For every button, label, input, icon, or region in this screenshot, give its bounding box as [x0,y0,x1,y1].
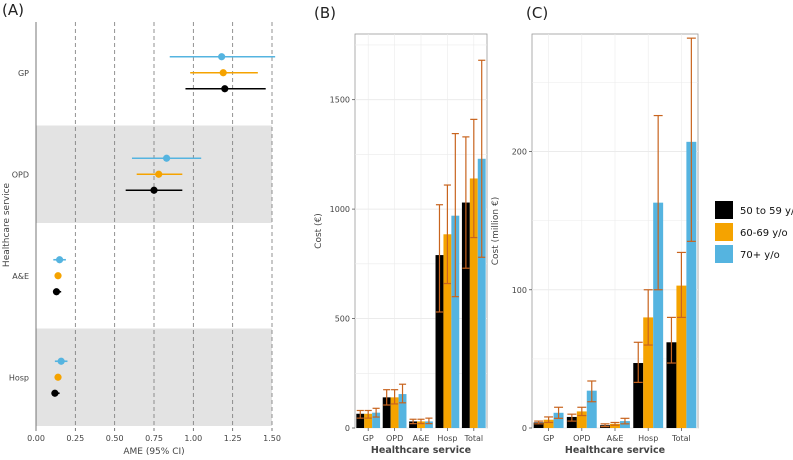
x-tick-label: 0.25 [66,434,84,443]
x-tick-label: OPD [573,434,590,443]
x-tick-label: Total [463,434,483,443]
estimate-point [54,272,62,280]
bar [390,397,399,428]
y-tick-label: 1000 [330,205,350,214]
x-tick-label: 1.50 [263,434,281,443]
bar [676,285,687,428]
legend-swatch [715,201,733,219]
estimate-point [218,53,226,61]
y-tick-label: 500 [335,315,350,324]
bar [417,421,425,428]
estimate-point [54,373,62,381]
estimate-point [155,170,163,178]
y-tick-label-opd: OPD [12,170,29,179]
x-tick-label: 1.00 [184,434,202,443]
bar [576,411,587,428]
x-tick-label: GP [543,434,554,443]
x-axis-title: Healthcare service [371,445,471,456]
legend-swatch [715,245,733,263]
panel-c: 0 100 200 GP OPD A&E Hosp Total Healthcare servi… [491,33,699,456]
x-tick-label: Hosp [437,434,457,443]
bar [477,158,486,428]
legend-label: 60-69 y/o [740,228,788,239]
x-tick-label: GP [363,434,374,443]
y-tick-label: 0 [345,424,350,433]
x-tick-label: 0.75 [145,434,163,443]
y-axis-title: Cost (million €) [491,197,501,265]
bar [566,416,577,428]
x-tick-label: A&E [413,434,430,443]
legend: 50 to 59 y/o 60-69 y/o 70+ y/o [715,201,793,263]
estimate-point [219,69,227,77]
y-tick-label: 0 [522,424,527,433]
bar [686,141,697,428]
estimate-point [221,85,229,93]
y-tick-label-hosp: Hosp [9,373,29,382]
bar [424,421,433,428]
bar [435,255,444,428]
bar [633,363,644,428]
bar [443,234,452,428]
legend-label: 70+ y/o [740,250,780,261]
y-tick-label-gp: GP [18,69,29,78]
x-tick-label: 1.25 [224,434,242,443]
x-axis-title: Healthcare service [565,445,665,456]
y-tick-label: 100 [512,286,527,295]
estimate-point [57,357,65,365]
panel-label-c: (C) [526,4,548,22]
panel-label-a: (A) [2,1,24,19]
y-tick-label: 1500 [330,96,350,105]
bar [666,342,677,428]
bar [553,412,564,428]
x-tick-label: Hosp [638,434,658,443]
y-tick-label: 200 [512,148,527,157]
estimate-point [150,186,158,194]
panel-a: 0.00 0.25 0.50 0.75 1.00 1.25 1.50 GP OPD A&E Hosp… [2,22,281,457]
panel-label-b: (B) [314,4,336,22]
y-axis-title: Healthcare service [2,182,12,267]
estimate-point [162,154,171,162]
x-tick-label: OPD [386,434,403,443]
bar [451,215,460,428]
y-axis-title: Cost (€) [314,213,324,249]
bar [610,423,620,428]
bar [586,390,597,428]
bar [409,421,418,428]
x-tick-label: 0.50 [106,434,124,443]
panel-b: 0 500 1000 1500 GP OPD A&E Hosp Total Healthcare … [314,33,488,456]
estimate-point [52,288,61,296]
x-tick-label: 0.00 [27,434,45,443]
y-tick-label-ae: A&E [12,272,29,281]
x-tick-label: Total [671,434,691,443]
bar [469,178,478,428]
x-axis-title: AME (95% CI) [123,447,184,457]
row-band-hosp [36,328,272,426]
bar [372,412,381,428]
estimate-point [51,389,59,397]
bar [643,317,654,428]
bar [364,413,373,428]
legend-label: 50 to 59 y/o [740,206,793,217]
x-tick-label: A&E [607,434,624,443]
bar [398,394,407,428]
bar [382,397,391,428]
bar [653,202,664,428]
bar [619,421,630,428]
bar [533,422,544,428]
bar [543,419,554,428]
legend-swatch [715,223,733,241]
bar [356,413,365,428]
bar [461,202,470,428]
estimate-point [56,256,64,264]
